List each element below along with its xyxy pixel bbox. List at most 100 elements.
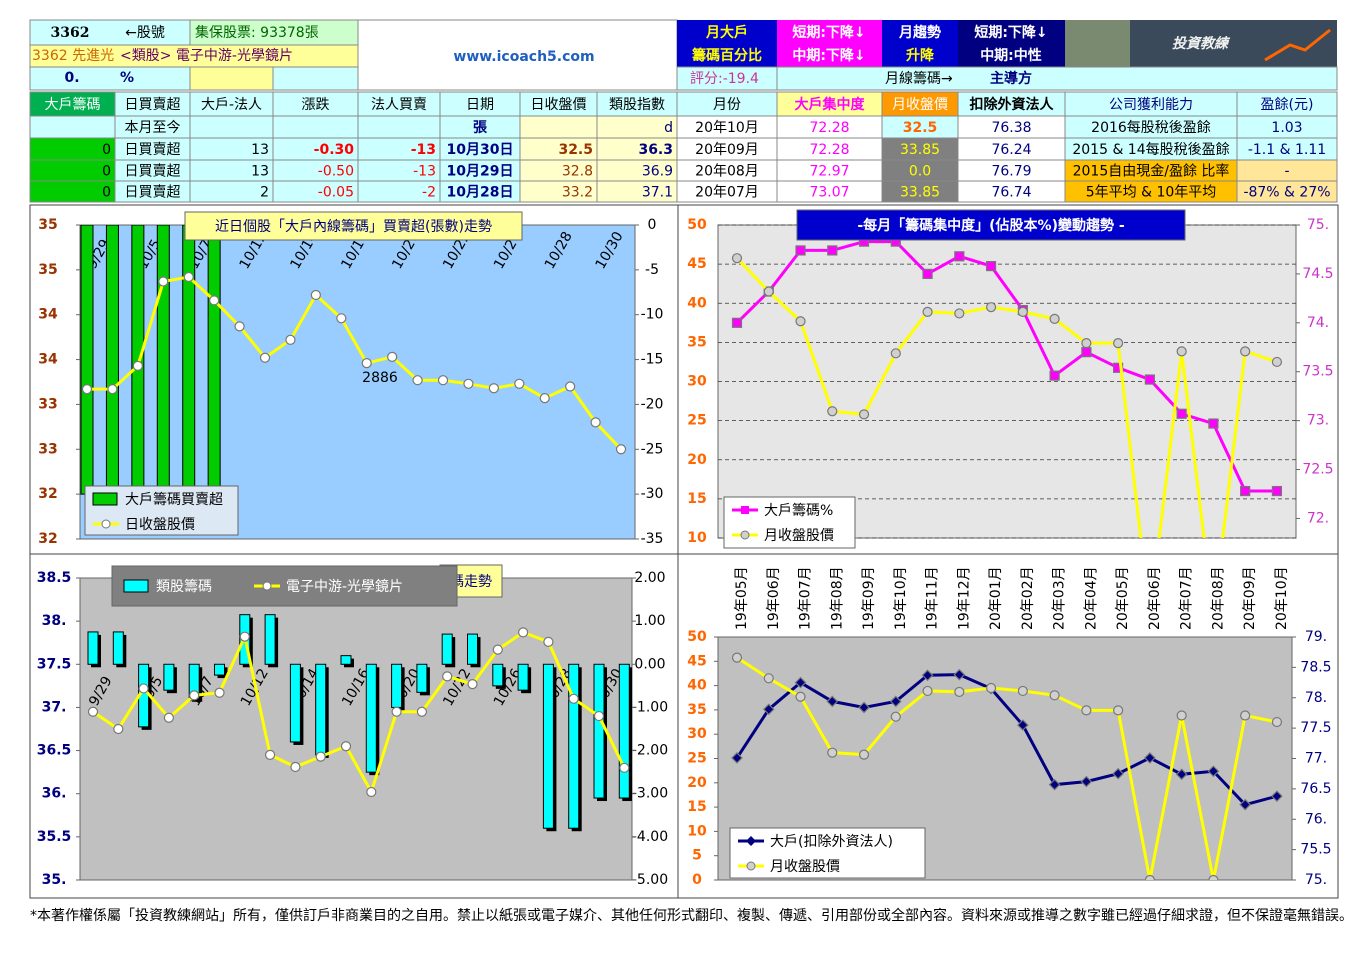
point: [985, 260, 997, 272]
cell-text: 13: [251, 142, 269, 158]
logo-arrow: [1264, 28, 1331, 62]
y-tick-label: 20: [687, 452, 707, 468]
cell-text: 13: [251, 164, 269, 180]
y-tick-label: 35: [687, 702, 706, 718]
y-tick-label: 40: [687, 295, 707, 311]
legend-box: [723, 496, 856, 549]
y-tick-label: 35: [687, 334, 706, 350]
y-tick-label: 15: [687, 491, 706, 507]
y2-tick-label: 75.: [1307, 217, 1329, 233]
point: [87, 706, 99, 717]
x-tick-label: 20年02月: [1020, 566, 1036, 630]
x-tick-label: 19年06月: [766, 566, 782, 630]
cell-text: 法人買賣: [371, 97, 427, 113]
legend-label: 大戶籌碼%: [764, 503, 833, 519]
point: [442, 671, 453, 682]
cell-bg: [519, 115, 598, 139]
cell-bg: [776, 91, 883, 117]
point: [517, 627, 529, 638]
point: [795, 691, 806, 702]
point: [1208, 418, 1219, 429]
y2-tick-label: 72.5: [1302, 462, 1333, 478]
cell-bg: [29, 115, 116, 139]
point: [827, 747, 838, 758]
point: [1113, 338, 1124, 349]
y2-tick-label: 73.5: [1302, 364, 1333, 380]
point: [239, 631, 250, 642]
cell-text: 20年09月: [695, 142, 759, 158]
stock-code: 3362: [51, 25, 90, 41]
cell-text: 2: [260, 185, 269, 201]
cell-text: 2016每股稅後盈餘: [1091, 119, 1211, 136]
cell-text: 32.8: [562, 164, 593, 180]
cell-text: 5年平均 & 10年平均: [1086, 185, 1217, 201]
bar: [131, 225, 145, 495]
y-tick-label: 35: [38, 217, 57, 233]
point: [1049, 370, 1060, 381]
cell-text: 36.3: [638, 142, 673, 158]
x-tick-label: 19年08月: [829, 566, 845, 630]
cell-text: 公司獲利能力: [1109, 97, 1193, 113]
cell-text: 漲跌: [302, 97, 330, 113]
cell-text: 張: [473, 120, 488, 136]
cell-text: 月份: [713, 97, 741, 113]
point: [1176, 408, 1187, 419]
line: [736, 656, 1278, 880]
point: [1207, 765, 1220, 778]
legend-marker: [740, 530, 750, 540]
charts: 35353434333332320-5-10-15-20-25-30-359/2…: [37, 209, 1334, 888]
point: [1081, 705, 1092, 716]
cell-text: 扣除外資法人: [970, 96, 1055, 113]
point: [565, 381, 576, 392]
cell-bg: [676, 91, 778, 117]
x-tick-label: 20年01月: [988, 566, 1004, 630]
point: [890, 711, 901, 722]
chart: 35353434333332320-5-10-15-20-25-30-359/2…: [38, 211, 664, 547]
point: [568, 693, 579, 704]
legend-box: [111, 565, 458, 607]
y2-tick-label: 75.: [1305, 872, 1327, 888]
x-tick-label: 19年05月: [734, 566, 750, 630]
y-tick-label: 37.: [42, 699, 67, 715]
bar: [517, 663, 529, 691]
y2-tick-label: -25: [641, 441, 664, 457]
y2-tick-label: 77.5: [1300, 720, 1331, 736]
point: [922, 685, 933, 697]
point: [1113, 362, 1124, 373]
point: [209, 295, 220, 306]
point: [310, 289, 321, 301]
point: [138, 683, 149, 694]
cell-bg: [881, 91, 959, 117]
y-tick-label: 38.5: [37, 570, 72, 586]
line: [92, 630, 626, 796]
cell-text: -0.30: [314, 142, 355, 158]
y-tick-label: 25: [687, 413, 706, 429]
y-tick-label: 45: [687, 256, 706, 272]
cell-bg: [357, 91, 441, 117]
y2-tick-label: 1.00: [634, 613, 665, 629]
cell-text: 日買賣超: [125, 97, 181, 113]
point: [985, 682, 997, 694]
point: [290, 761, 301, 773]
legend-marker: [741, 506, 749, 514]
chart: 38.5 38. 37.5 37. 36.5 36. 35.5 35. 2.00 1.00 0.00…: [37, 564, 668, 888]
cell-text: 日買賣超: [125, 142, 181, 158]
cell-text: 日買賣超: [125, 185, 181, 201]
cell-bg: [1236, 180, 1338, 203]
point: [1239, 798, 1252, 811]
y-tick-label: 45: [687, 653, 706, 669]
point: [514, 378, 525, 389]
y-tick-label: 33: [38, 441, 57, 457]
cell-bg: [957, 91, 1066, 117]
point: [387, 351, 398, 362]
point: [1113, 705, 1124, 716]
cell-text: 月收盤價: [892, 96, 948, 113]
bar: [568, 663, 580, 829]
y2-tick-label: 76.: [1305, 811, 1327, 827]
annotation: 2886: [362, 370, 398, 386]
legend-label: 日收盤股價: [125, 516, 195, 533]
point: [1240, 346, 1251, 357]
cell-text: 72.28: [809, 120, 849, 136]
cell-text: 2015 & 14每股稅後盈餘: [1072, 141, 1229, 158]
pct: 0.: [64, 70, 79, 86]
